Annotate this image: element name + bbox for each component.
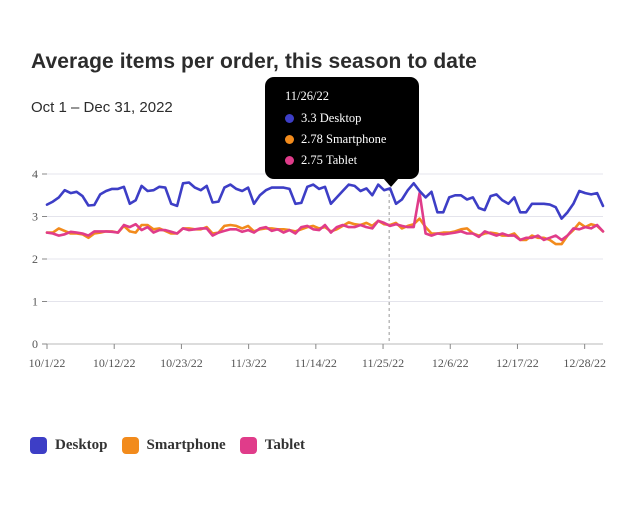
- legend-label-smartphone: Smartphone: [146, 437, 226, 453]
- legend-item-smartphone[interactable]: Smartphone: [121, 437, 226, 454]
- y-axis: 0 1 2 3 4: [32, 167, 47, 351]
- y-tick-label-0: 0: [32, 337, 38, 351]
- x-tick-label-12/28/22: 12/28/22: [563, 356, 606, 370]
- x-tick-label-11/3/22: 11/3/22: [231, 356, 267, 370]
- x-tick-label-12/17/22: 12/17/22: [496, 356, 539, 370]
- legend-label-desktop: Desktop: [55, 437, 108, 453]
- tooltip-value-tablet: 2.75: [301, 153, 323, 167]
- y-tick-label-3: 3: [32, 210, 38, 224]
- y-tick-label-4: 4: [32, 167, 38, 181]
- x-tick-label-11/14/22: 11/14/22: [295, 356, 337, 370]
- series-line-tablet[interactable]: [45, 191, 605, 242]
- chart-title: Average items per order, this season to …: [31, 50, 477, 73]
- tooltip-label-tablet: Tablet: [326, 153, 358, 167]
- tablet-swatch-icon: [239, 437, 257, 454]
- x-tick-label-10/1/22: 10/1/22: [29, 356, 66, 370]
- tooltip-label-desktop: Desktop: [319, 111, 362, 125]
- tooltip-row-smartphone: 2.78 Smartphone: [285, 132, 386, 147]
- tooltip-value-desktop: 3.3: [301, 111, 317, 125]
- x-tick-label-10/23/22: 10/23/22: [160, 356, 203, 370]
- tooltip-pointer: [383, 178, 399, 187]
- tooltip-row-tablet: 2.75 Tablet: [285, 153, 357, 168]
- date-range-subtitle: Oct 1 – Dec 31, 2022: [31, 99, 173, 116]
- tablet-dot-icon: [285, 156, 294, 165]
- x-tick-label-10/12/22: 10/12/22: [93, 356, 136, 370]
- hover-tooltip: 11/26/22 3.3 Desktop 2.78 Smartphone 2.7…: [265, 77, 419, 179]
- x-tick-label-12/6/22: 12/6/22: [432, 356, 469, 370]
- series-lines[interactable]: [45, 181, 605, 246]
- grid-lines: [47, 173, 603, 345]
- tooltip-label-smartphone: Smartphone: [326, 132, 387, 146]
- tooltip-date: 11/26/22: [285, 89, 329, 103]
- y-tick-label-2: 2: [32, 252, 38, 266]
- smartphone-swatch-icon: [121, 437, 139, 454]
- x-axis: 10/1/22 10/12/22 10/23/22 11/3/22 11/14/22 11…: [29, 344, 606, 370]
- tooltip-row-desktop: 3.3 Desktop: [285, 111, 361, 126]
- series-line-desktop[interactable]: [45, 181, 605, 220]
- smartphone-dot-icon: [285, 135, 294, 144]
- desktop-dot-icon: [285, 114, 294, 123]
- legend-item-tablet[interactable]: Tablet: [239, 437, 305, 454]
- chart-legend: Desktop Smartphone Tablet: [30, 437, 319, 454]
- legend-label-tablet: Tablet: [264, 437, 305, 453]
- y-tick-label-1: 1: [32, 295, 38, 309]
- desktop-swatch-icon: [30, 437, 47, 454]
- legend-item-desktop[interactable]: Desktop: [30, 437, 108, 454]
- x-tick-label-11/25/22: 11/25/22: [362, 356, 404, 370]
- tooltip-value-smartphone: 2.78: [301, 132, 323, 146]
